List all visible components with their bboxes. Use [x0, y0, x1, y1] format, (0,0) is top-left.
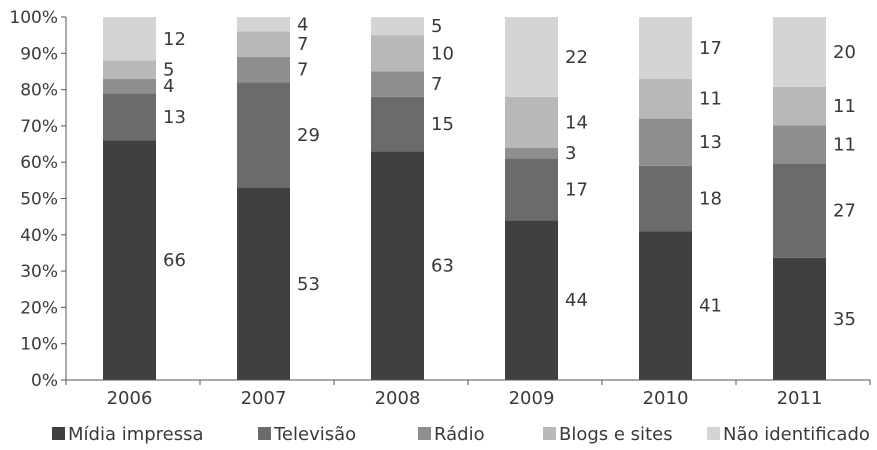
data-label: 20 — [833, 42, 856, 63]
data-label: 5 — [163, 60, 174, 81]
bar-segment — [639, 78, 692, 119]
y-axis: 0% 10% 20% 30% 40% 50% 60% 70% 80% 90% 100% — [9, 8, 67, 391]
data-label: 66 — [163, 250, 186, 271]
y-tick-label: 30% — [20, 262, 58, 282]
data-label: 35 — [833, 309, 856, 330]
data-label: 22 — [565, 47, 588, 68]
y-tick-label: 60% — [20, 153, 58, 173]
bar-segment — [773, 17, 826, 87]
bar-segment — [237, 31, 290, 57]
legend-swatch — [707, 427, 720, 440]
legend-label: Televisão — [273, 424, 356, 445]
data-label: 17 — [699, 38, 722, 59]
bar-segment — [103, 78, 156, 94]
x-axis: 2006 2007 2008 2009 2010 2011 — [65, 379, 871, 409]
bar-segment — [103, 60, 156, 79]
bar-segment — [773, 163, 826, 258]
data-label: 44 — [565, 290, 588, 311]
y-tick-label: 20% — [20, 298, 58, 318]
bar-segment — [237, 17, 290, 32]
bar-segment — [103, 93, 156, 141]
bar-segment — [371, 35, 424, 72]
data-label: 41 — [699, 296, 722, 317]
bar-segment — [237, 56, 290, 83]
y-tick-label: 50% — [20, 190, 58, 210]
x-tick-label: 2008 — [375, 388, 421, 409]
bar-segment — [639, 17, 692, 79]
y-tick-label: 100% — [9, 8, 58, 28]
bar-segment — [505, 96, 558, 148]
bar-segment — [237, 187, 290, 380]
data-label: 7 — [431, 74, 442, 95]
x-tick-label: 2006 — [107, 388, 153, 409]
data-label: 11 — [699, 89, 722, 110]
bar-segment — [639, 165, 692, 232]
data-label: 4 — [297, 14, 308, 35]
data-label: 53 — [297, 274, 320, 295]
bar-segment — [773, 86, 826, 126]
x-tick-label: 2009 — [509, 388, 555, 409]
x-tick-label: 2007 — [241, 388, 287, 409]
data-label: 27 — [833, 201, 856, 222]
data-label: 4 — [163, 76, 174, 97]
legend-label: Rádio — [434, 424, 485, 445]
bar-segment — [639, 118, 692, 166]
legend: Mídia impressa Televisão Rádio Blogs e site… — [52, 424, 870, 445]
data-label: 3 — [565, 143, 576, 164]
legend-label: Mídia impressa — [68, 424, 204, 445]
bar-segment — [371, 151, 424, 380]
data-label: 15 — [431, 114, 454, 135]
legend-swatch — [258, 427, 271, 440]
data-label: 13 — [163, 107, 186, 128]
bar-segment — [103, 140, 156, 380]
data-label: 10 — [431, 43, 454, 64]
y-tick-label: 10% — [20, 335, 58, 355]
bar-segment — [103, 17, 156, 61]
bar-segment — [505, 147, 558, 159]
y-tick-label: 90% — [20, 44, 58, 64]
data-label: 29 — [297, 125, 320, 146]
data-label: 11 — [833, 96, 856, 117]
bar-segment — [773, 257, 826, 380]
data-label: 5 — [431, 16, 442, 37]
data-label: 17 — [565, 179, 588, 200]
legend-label: Não identificado — [723, 424, 870, 445]
legend-swatch — [543, 427, 556, 440]
data-label: 63 — [431, 256, 454, 277]
y-tick-label: 0% — [31, 371, 58, 391]
bar-segment — [237, 82, 290, 188]
bar-segment — [505, 158, 558, 221]
data-label: 14 — [565, 112, 588, 133]
data-labels: 6613451253297746315710544173142241181311… — [163, 14, 856, 330]
legend-swatch — [418, 427, 431, 440]
x-tick-label: 2011 — [777, 388, 823, 409]
data-label: 18 — [699, 189, 722, 210]
data-label: 12 — [163, 29, 186, 50]
bar-segment — [639, 231, 692, 380]
bar-segment — [773, 125, 826, 164]
y-tick-label: 70% — [20, 117, 58, 137]
data-label: 11 — [833, 134, 856, 155]
bar-segment — [505, 17, 558, 97]
data-label: 7 — [297, 34, 308, 55]
x-tick-label: 2010 — [643, 388, 689, 409]
bar-segment — [371, 71, 424, 97]
legend-label: Blogs e sites — [559, 424, 673, 445]
bar-segment — [371, 96, 424, 152]
y-tick-label: 80% — [20, 81, 58, 101]
data-label: 7 — [297, 60, 308, 81]
y-tick-label: 40% — [20, 226, 58, 246]
legend-swatch — [52, 427, 65, 440]
bar-segment — [505, 220, 558, 380]
data-label: 13 — [699, 132, 722, 153]
bar-segment — [371, 17, 424, 36]
bars — [103, 17, 826, 380]
